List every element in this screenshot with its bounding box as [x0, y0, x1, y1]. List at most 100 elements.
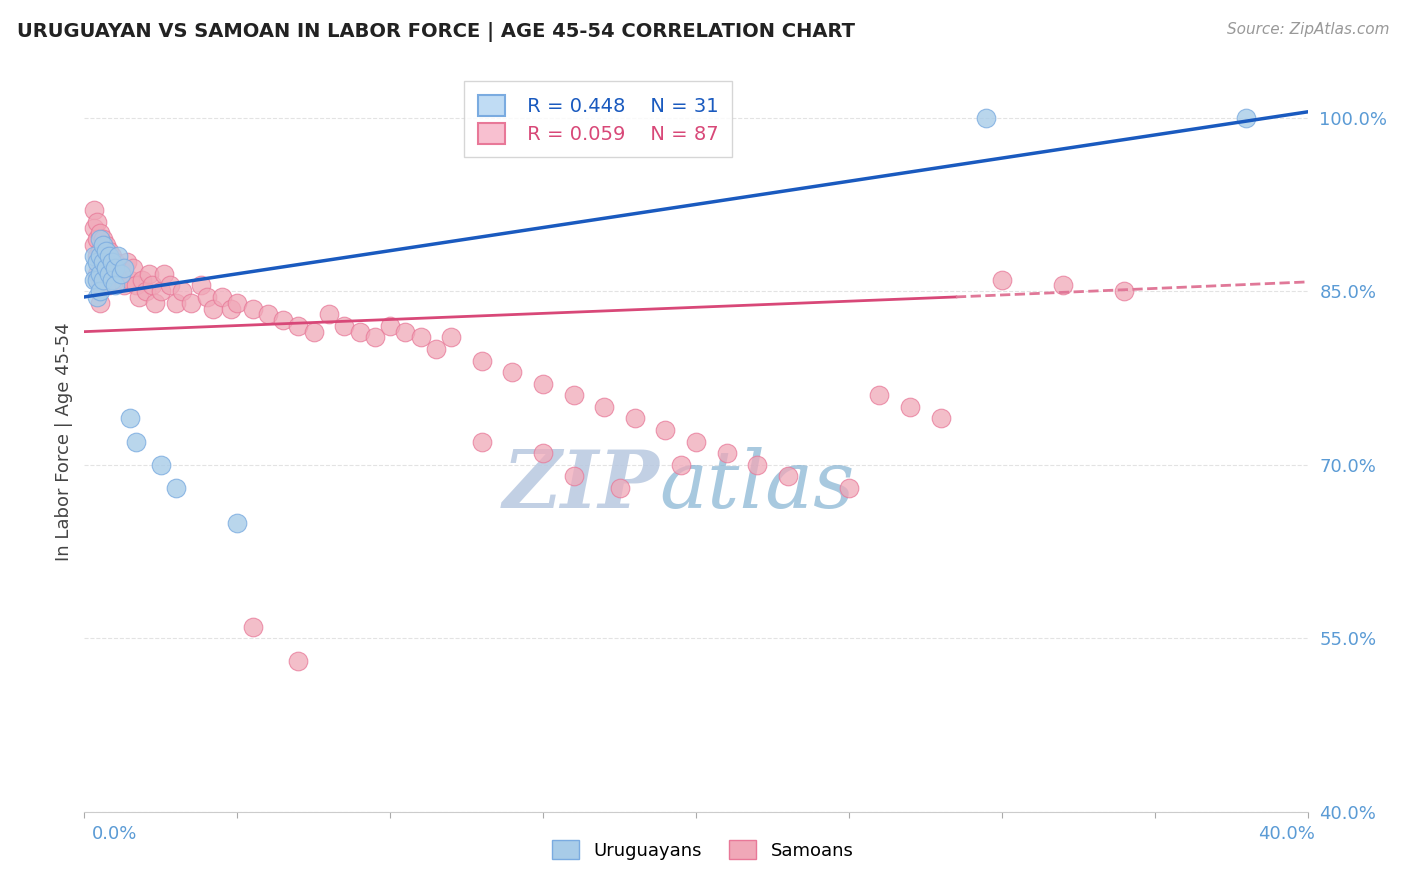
Point [110, 260, 132, 275]
Point [201, 301, 224, 316]
Point [89, 267, 111, 281]
Point [94, 260, 117, 275]
Point [190, 278, 212, 293]
Point [226, 516, 249, 530]
Point [425, 342, 447, 356]
Point [94, 238, 117, 252]
Point [318, 307, 340, 321]
Point [776, 469, 799, 483]
Y-axis label: In Labor Force | Age 45-54: In Labor Force | Age 45-54 [55, 322, 73, 561]
Point [409, 330, 432, 344]
Point [531, 376, 554, 391]
Text: Source: ZipAtlas.com: Source: ZipAtlas.com [1226, 22, 1389, 37]
Point [89, 232, 111, 246]
Point [89, 295, 111, 310]
Point [86, 267, 108, 281]
Point [83, 220, 105, 235]
Text: ZIP: ZIP [502, 447, 659, 524]
Point [86, 232, 108, 246]
Point [562, 388, 585, 402]
Point [138, 267, 160, 281]
Point [287, 318, 309, 333]
Point [94, 255, 117, 269]
Point [654, 423, 676, 437]
Legend: Uruguayans, Samoans: Uruguayans, Samoans [546, 833, 860, 867]
Point [97, 260, 120, 275]
Point [149, 284, 172, 298]
Point [89, 244, 111, 258]
Point [531, 446, 554, 460]
Point [115, 255, 138, 269]
Point [97, 267, 120, 281]
Point [128, 290, 150, 304]
Point [104, 272, 127, 286]
Point [929, 411, 952, 425]
Point [91, 238, 114, 252]
Point [669, 458, 692, 472]
Point [143, 295, 166, 310]
Point [624, 411, 647, 425]
Point [131, 272, 153, 286]
Point [112, 278, 135, 293]
Point [101, 272, 124, 286]
Point [471, 434, 494, 449]
Point [97, 250, 120, 264]
Point [104, 278, 127, 293]
Point [97, 278, 120, 293]
Text: 40.0%: 40.0% [1258, 825, 1315, 843]
Point [211, 290, 233, 304]
Point [440, 330, 463, 344]
Point [562, 469, 585, 483]
Point [94, 244, 117, 258]
Point [86, 272, 108, 286]
Text: URUGUAYAN VS SAMOAN IN LABOR FORCE | AGE 45-54 CORRELATION CHART: URUGUAYAN VS SAMOAN IN LABOR FORCE | AGE… [17, 22, 855, 42]
Point [89, 250, 111, 264]
Point [219, 301, 242, 316]
Point [364, 330, 387, 344]
Point [104, 255, 127, 269]
Point [89, 278, 111, 293]
Point [1114, 284, 1136, 298]
Point [242, 301, 264, 316]
Point [83, 260, 105, 275]
Point [1236, 111, 1258, 125]
Point [120, 411, 142, 425]
Point [747, 458, 769, 472]
Point [165, 481, 187, 495]
Point [91, 250, 114, 264]
Point [83, 250, 105, 264]
Point [112, 260, 135, 275]
Point [86, 290, 108, 304]
Point [271, 313, 294, 327]
Point [153, 267, 176, 281]
Point [349, 325, 371, 339]
Point [149, 458, 172, 472]
Point [165, 295, 187, 310]
Point [593, 400, 616, 414]
Point [86, 255, 108, 269]
Point [685, 434, 707, 449]
Point [302, 325, 325, 339]
Point [91, 267, 114, 281]
Point [101, 267, 124, 281]
Point [107, 250, 129, 264]
Point [471, 353, 494, 368]
Point [257, 307, 280, 321]
Point [101, 255, 124, 269]
Point [83, 238, 105, 252]
Point [89, 260, 111, 275]
Text: 0.0%: 0.0% [91, 825, 136, 843]
Point [89, 284, 111, 298]
Point [159, 278, 181, 293]
Point [226, 295, 249, 310]
Point [394, 325, 416, 339]
Point [716, 446, 738, 460]
Point [125, 278, 148, 293]
Point [180, 295, 202, 310]
Point [242, 619, 264, 633]
Point [1052, 278, 1074, 293]
Point [89, 227, 111, 241]
Point [91, 272, 114, 286]
Point [172, 284, 194, 298]
Point [287, 654, 309, 668]
